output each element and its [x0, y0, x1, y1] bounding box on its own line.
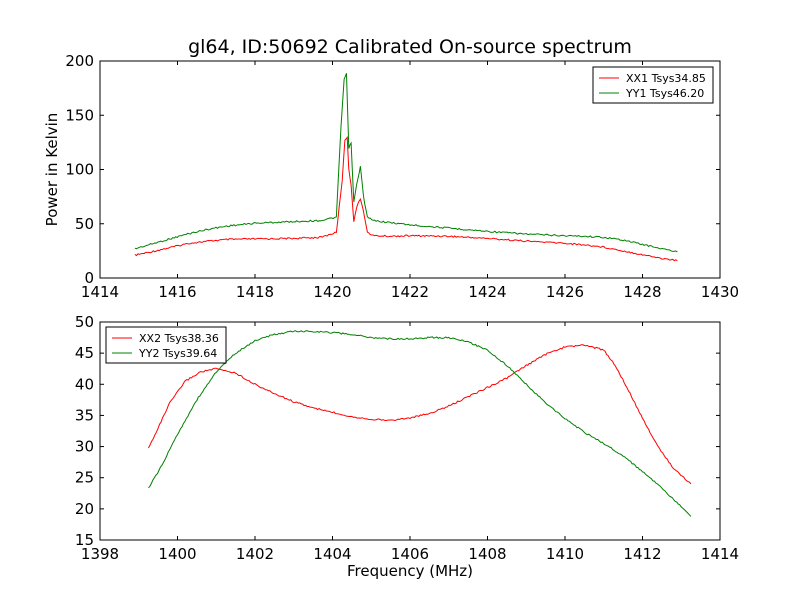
x-tick-label: 1398 [81, 545, 119, 563]
y-tick-label: 45 [75, 344, 94, 362]
x-tick-label: 1414 [701, 545, 739, 563]
x-tick-label: 1418 [236, 283, 274, 301]
y-tick-label: 25 [75, 469, 94, 487]
top-spectrum-chart: 1414 1416 1418 1420 1422 1424 1426 1428 1430 0 50 1… [43, 52, 739, 301]
y-tick-label: 100 [65, 161, 94, 179]
y-tick-label: 30 [75, 438, 94, 456]
y-tick-label: 200 [65, 52, 94, 70]
x-tick-label: 1430 [701, 283, 739, 301]
legend-entry-label: XX1 Tsys34.85 [626, 72, 706, 85]
x-tick-label: 1400 [158, 545, 196, 563]
series-line-1 [147, 344, 692, 485]
y-tick-label: 0 [84, 269, 94, 287]
y-tick-label: 35 [75, 406, 94, 424]
x-tick-label: 1408 [468, 545, 506, 563]
bottom-spectrum-chart: 1398 1400 1402 1404 1406 1408 1410 1412 1414 15 20… [75, 313, 739, 580]
x-tick-label: 1426 [546, 283, 584, 301]
x-tick-label: 1414 [81, 283, 119, 301]
legend: XX2 Tsys38.36 YY2 Tsys39.64 [105, 326, 227, 364]
x-tick-label: 1416 [158, 283, 196, 301]
x-tick-label: 1402 [236, 545, 274, 563]
y-tick-label: 150 [65, 106, 94, 124]
y-tick-label: 50 [75, 313, 94, 331]
y-tick-label: 40 [75, 375, 94, 393]
y-tick-label: 50 [75, 215, 94, 233]
legend-box [105, 326, 227, 364]
x-tick-label: 1404 [313, 545, 351, 563]
legend-entry-label: YY1 Tsys46.20 [625, 87, 704, 100]
series-line-2 [134, 73, 678, 253]
series-line-1 [134, 135, 678, 262]
y-tick-label: 20 [75, 500, 94, 518]
legend: XX1 Tsys34.85 YY1 Tsys46.20 [592, 66, 714, 104]
figure-title: gl64, ID:50692 Calibrated On-source spec… [188, 36, 632, 58]
series-line-2 [148, 330, 692, 517]
y-axis-label: Power in Kelvin [43, 113, 61, 227]
y-tick-label: 15 [75, 531, 94, 549]
x-tick-label: 1412 [623, 545, 661, 563]
x-tick-label: 1424 [468, 283, 506, 301]
x-tick-label: 1422 [391, 283, 429, 301]
x-tick-label: 1406 [391, 545, 429, 563]
x-tick-label: 1420 [313, 283, 351, 301]
x-tick-label: 1428 [623, 283, 661, 301]
x-tick-label: 1410 [546, 545, 584, 563]
legend-box [592, 66, 714, 104]
legend-entry-label: XX2 Tsys38.36 [139, 332, 219, 345]
legend-entry-label: YY2 Tsys39.64 [138, 347, 217, 360]
x-axis-label: Frequency (MHz) [347, 562, 473, 580]
